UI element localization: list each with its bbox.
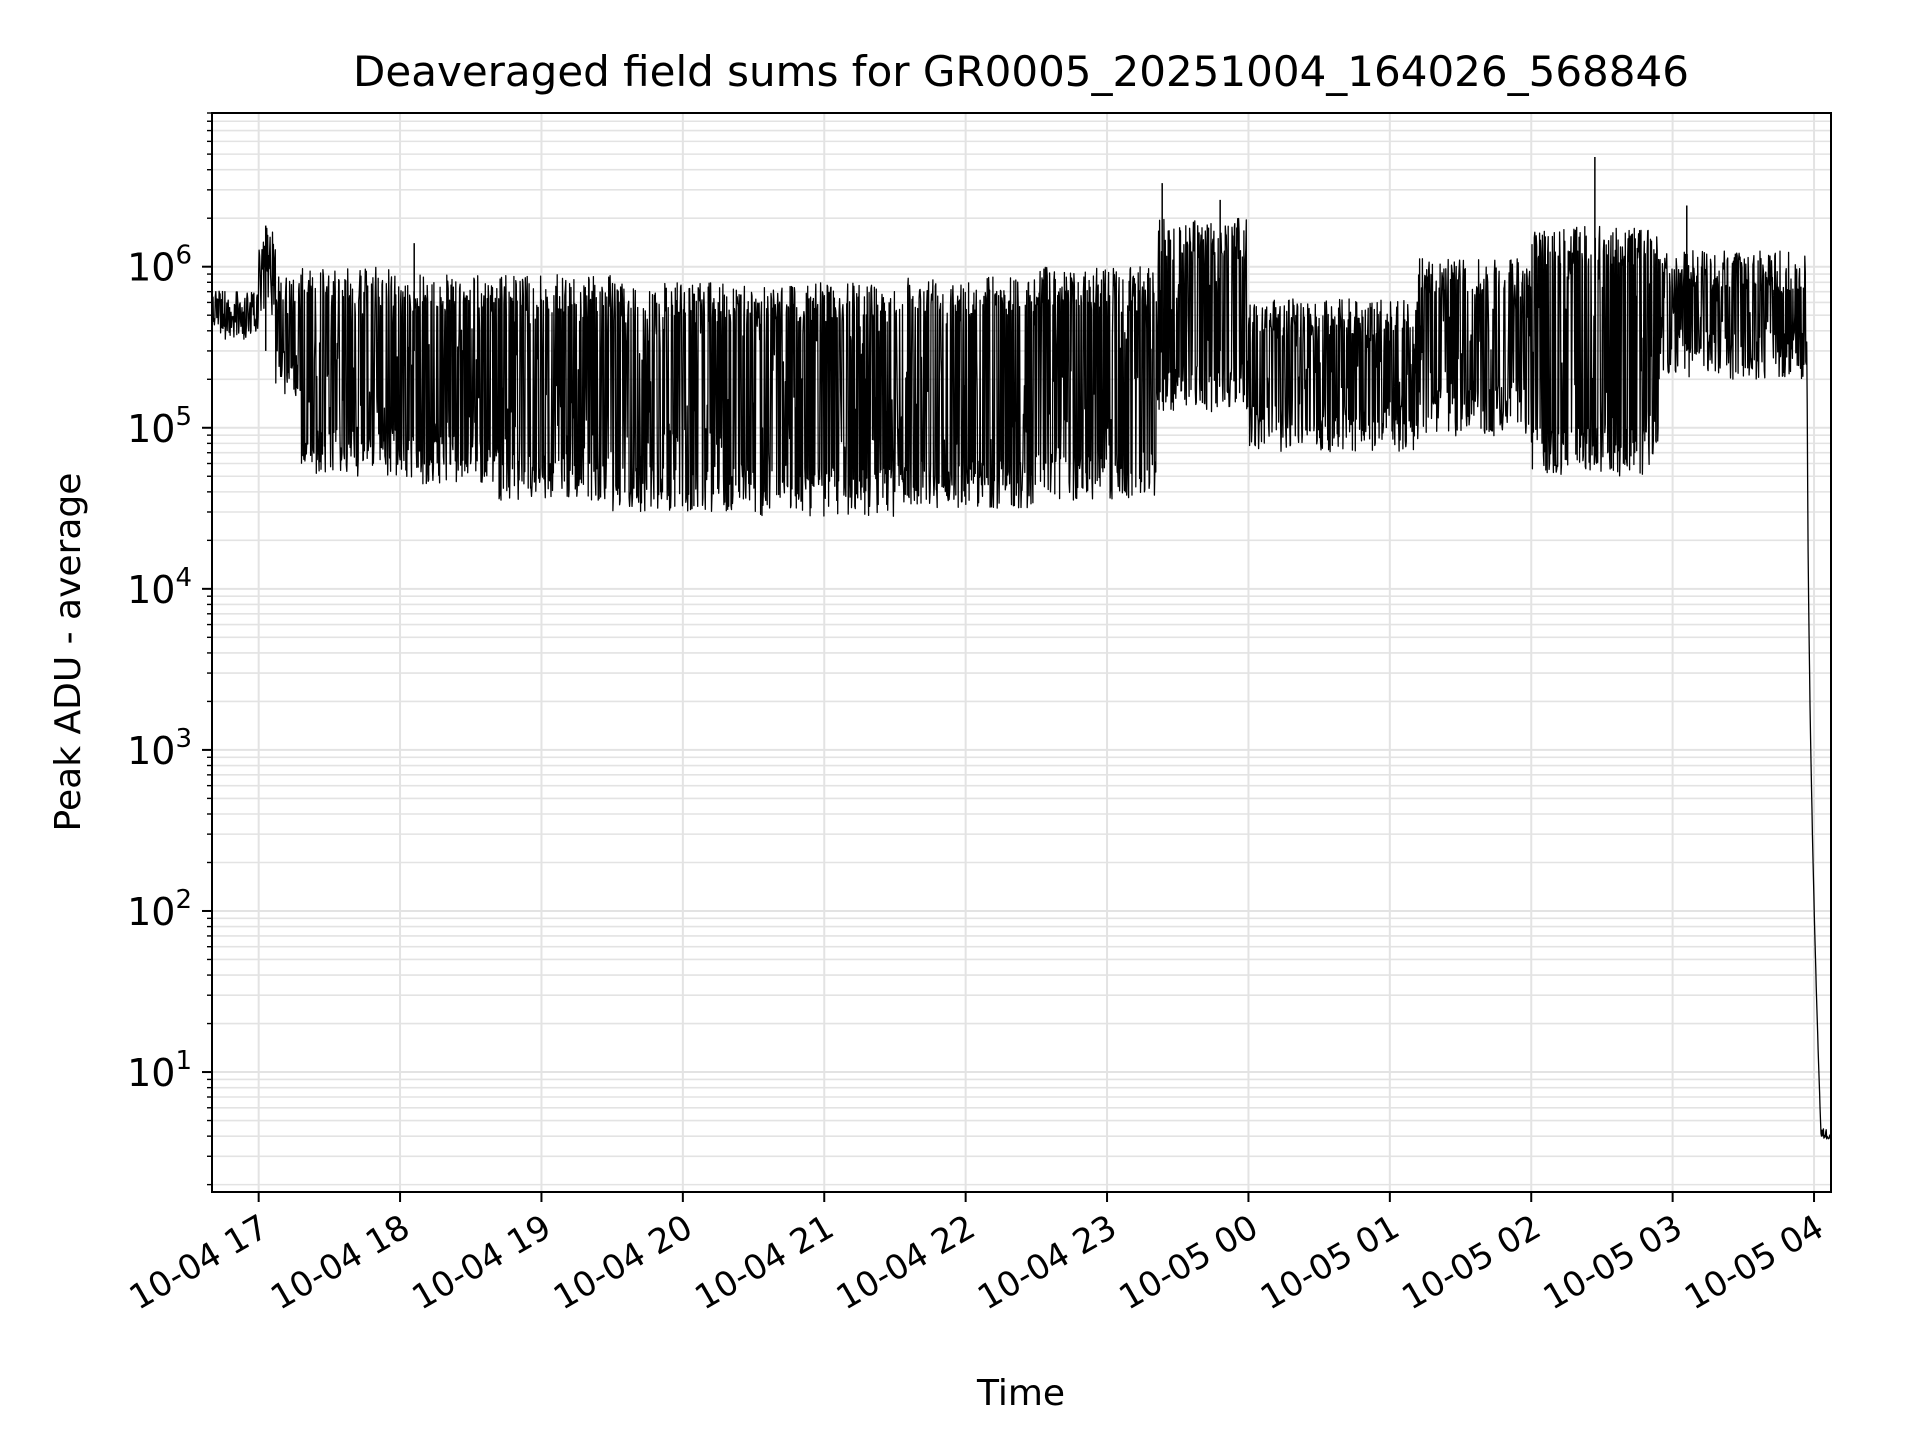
grid-lines — [212, 112, 1831, 1192]
y-tick-label: 102 — [127, 885, 192, 934]
series-line — [211, 217, 1832, 1140]
y-tick-label: 104 — [127, 563, 192, 612]
y-axis-label: Peak ADU - average — [48, 473, 89, 832]
chart-title: Deaveraged field sums for GR0005_2025100… — [353, 47, 1689, 96]
y-tick-label: 106 — [127, 241, 192, 290]
series-line-group — [211, 156, 1832, 1140]
y-axis-ticks: 101 102 103 104 105 106 — [127, 112, 212, 1186]
y-tick-label: 101 — [127, 1046, 192, 1095]
y-tick-label: 105 — [127, 402, 192, 451]
y-tick-label: 103 — [127, 724, 192, 773]
x-axis-label: Time — [976, 1373, 1065, 1414]
